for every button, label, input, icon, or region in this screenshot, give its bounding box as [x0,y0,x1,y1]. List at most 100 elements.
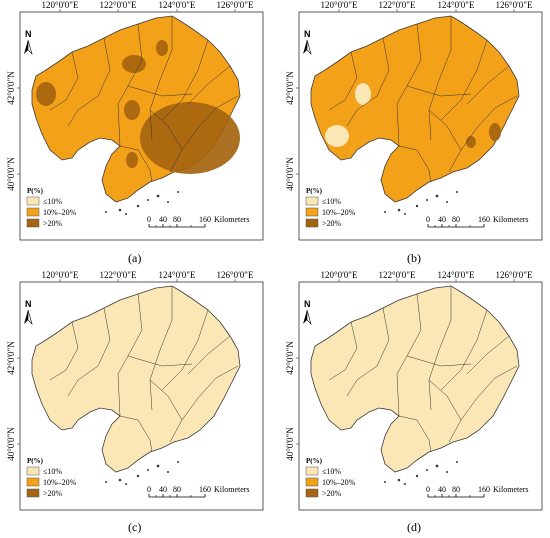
scale-tick: 80 [173,485,181,494]
side-ticks: 42°0'0"N 40°0'0"N [6,341,20,461]
lon-label: 122°0'0"E [100,270,137,280]
scale-bar: 0 40 80 160 Kilometers [147,215,250,228]
lon-label: 124°0'0"E [159,270,196,280]
legend-swatch-high [26,488,40,498]
north-arrow-icon [24,310,28,324]
north-arrow-icon [24,40,28,54]
side-ticks: 42°0'0"N 40°0'0"N [285,341,299,461]
legend-label: 10%–20% [322,478,356,487]
legend-label: >20% [43,219,63,228]
legend-label: 10%–20% [43,208,77,217]
north-arrow: N [303,299,312,326]
scale-unit: Kilometers [214,215,250,224]
scale-tick: 80 [173,215,181,224]
scale-tick: 40 [159,485,167,494]
north-arrow: N [303,29,312,56]
high-patch [466,123,501,148]
legend-title: P(%) [27,457,44,465]
top-ticks: 120°0'0"E 122°0'0"E 124°0'0"E 126°0'0"E [321,0,533,12]
lon-label: 126°0'0"E [496,0,533,10]
side-ticks: 42°0'0"N 40°0'0"N [285,71,299,191]
legend-title: P(%) [306,457,323,465]
north-label: N [25,29,32,39]
legend-swatch-low [26,196,40,206]
liaoning-outline [310,15,520,203]
map-c-svg: 120°0'0"E 122°0'0"E 124°0'0"E 126°0'0"E … [6,270,264,511]
district-borders [328,286,518,453]
legend-label: ≤10% [43,197,62,206]
lon-label: 126°0'0"E [217,270,254,280]
lon-label: 124°0'0"E [438,270,475,280]
north-arrow: N [24,299,33,326]
district-borders [328,16,518,183]
scale-tick: 160 [478,485,490,494]
lon-label: 120°0'0"E [321,0,358,10]
low-patch [325,83,371,147]
lat-label: 42°0'0"N [285,341,295,375]
side-ticks: 42°0'0"N 40°0'0"N [6,71,20,191]
north-arrow: N [24,29,33,56]
lon-label: 126°0'0"E [217,0,254,10]
scale-tick: 0 [426,485,430,494]
legend-label: ≤10% [322,467,341,476]
scale-tick: 0 [426,215,430,224]
top-ticks: 120°0'0"E 122°0'0"E 124°0'0"E 126°0'0"E [42,0,254,12]
scale-tick: 80 [452,215,460,224]
scale-bar: 0 40 80 160 Kilometers [426,215,529,228]
province-map [31,285,241,485]
legend-label: >20% [43,489,63,498]
top-ticks: 120°0'0"E 122°0'0"E 124°0'0"E 126°0'0"E [321,270,533,282]
islands [384,191,458,215]
lon-label: 124°0'0"E [438,0,475,10]
lon-label: 122°0'0"E [100,0,137,10]
top-ticks: 120°0'0"E 122°0'0"E 124°0'0"E 126°0'0"E [42,270,254,282]
district-borders [49,16,239,183]
scale-tick: 40 [159,215,167,224]
lat-label: 42°0'0"N [285,71,295,105]
map-panel-a: 120°0'0"E 122°0'0"E 124°0'0"E 126°0'0"E … [2,0,264,241]
lon-label: 126°0'0"E [496,270,533,280]
lon-label: 120°0'0"E [42,0,79,10]
scale-tick: 80 [452,485,460,494]
islands [105,461,179,485]
north-label: N [304,299,311,309]
legend-swatch-mid [305,207,319,217]
legend-swatch-mid [26,207,40,217]
legend-title: P(%) [27,187,44,195]
north-arrow-icon [303,40,307,54]
lon-label: 122°0'0"E [379,0,416,10]
legend-swatch-high [305,488,319,498]
high-patch [36,40,240,174]
north-label: N [304,29,311,39]
scale-bar: 0 40 80 160 Kilometers [147,485,250,498]
scale-unit: Kilometers [493,215,529,224]
scale-tick: 160 [199,485,211,494]
lat-label: 40°0'0"N [6,157,16,191]
legend-swatch-mid [305,477,319,487]
lat-label: 42°0'0"N [6,71,16,105]
legend-label: 10%–20% [43,478,77,487]
map-d-svg: 120°0'0"E 122°0'0"E 124°0'0"E 126°0'0"E … [285,270,543,511]
map-panel-c: 120°0'0"E 122°0'0"E 124°0'0"E 126°0'0"E … [2,270,264,511]
scale-unit: Kilometers [214,485,250,494]
liaoning-outline [31,285,241,473]
map-panel-d: 120°0'0"E 122°0'0"E 124°0'0"E 126°0'0"E … [281,270,543,511]
legend-label: ≤10% [43,467,62,476]
caption-c: (c) [128,520,142,534]
scale-tick: 160 [478,215,490,224]
legend-swatch-high [26,218,40,228]
province-map [310,15,520,215]
liaoning-outline [310,285,520,473]
scale-tick: 0 [147,215,151,224]
scale-tick: 40 [438,485,446,494]
lat-label: 42°0'0"N [6,341,16,375]
lat-label: 40°0'0"N [285,157,295,191]
islands [105,191,179,215]
map-b-svg: 120°0'0"E 122°0'0"E 124°0'0"E 126°0'0"E … [285,0,543,241]
map-panel-b: 120°0'0"E 122°0'0"E 124°0'0"E 126°0'0"E … [281,0,543,241]
scale-tick: 40 [438,215,446,224]
lat-label: 40°0'0"N [285,427,295,461]
scale-tick: 160 [199,215,211,224]
legend-label: 10%–20% [322,208,356,217]
lat-label: 40°0'0"N [6,427,16,461]
